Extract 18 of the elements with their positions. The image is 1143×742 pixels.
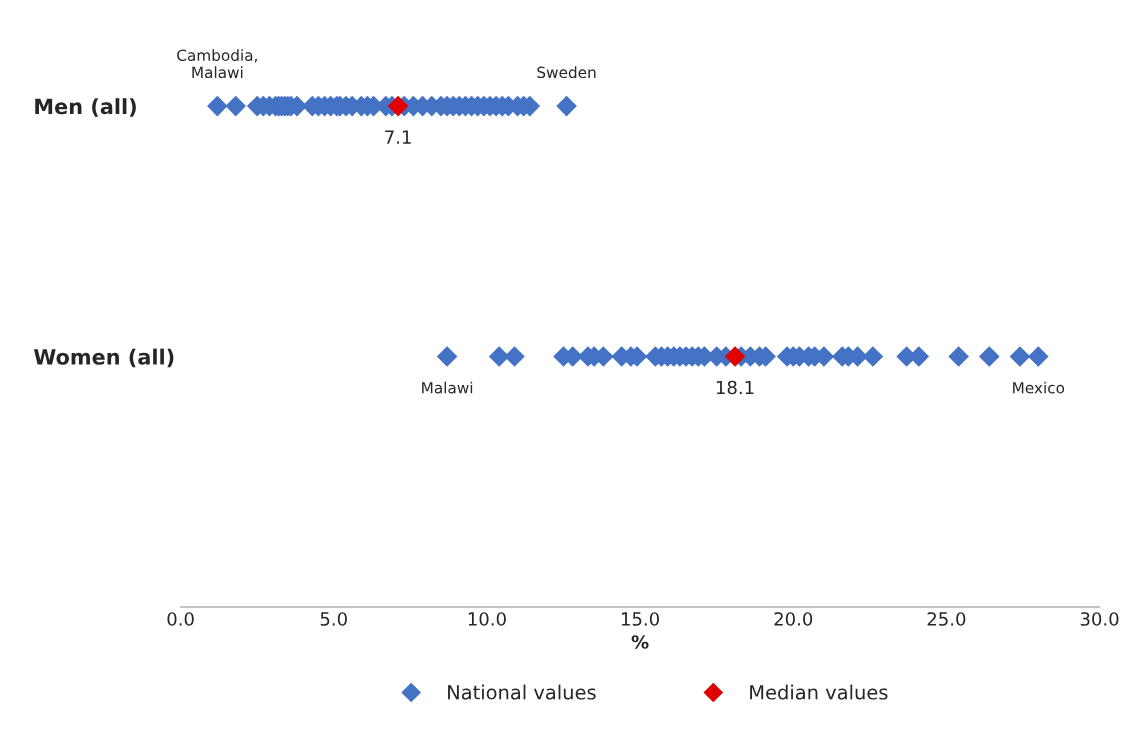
x-tick-label: 25.0 [927,612,966,626]
annotation: Mexico [1013,381,1065,394]
y-tick-label: Men (all) [35,98,136,117]
annotation: Sweden [537,66,596,79]
legend-label: National values [448,684,596,700]
data-label: 18.1 [716,380,754,395]
y-tick-label: Women (all) [33,348,174,368]
x-tick-label: 20.0 [774,612,813,626]
x-axis-title: % [631,635,649,649]
x-tick-label: 30.0 [1080,612,1119,626]
x-tick-label: 5.0 [320,612,347,626]
annotation: Malawi [422,381,473,394]
legend-label: Median values [750,684,888,700]
x-tick-label: 0.0 [167,612,194,626]
annotation: Cambodia, Malawi [177,49,257,79]
data-label: 7.1 [385,130,411,144]
x-tick-label: 15.0 [621,612,659,626]
x-tick-label: 10.0 [468,612,506,626]
